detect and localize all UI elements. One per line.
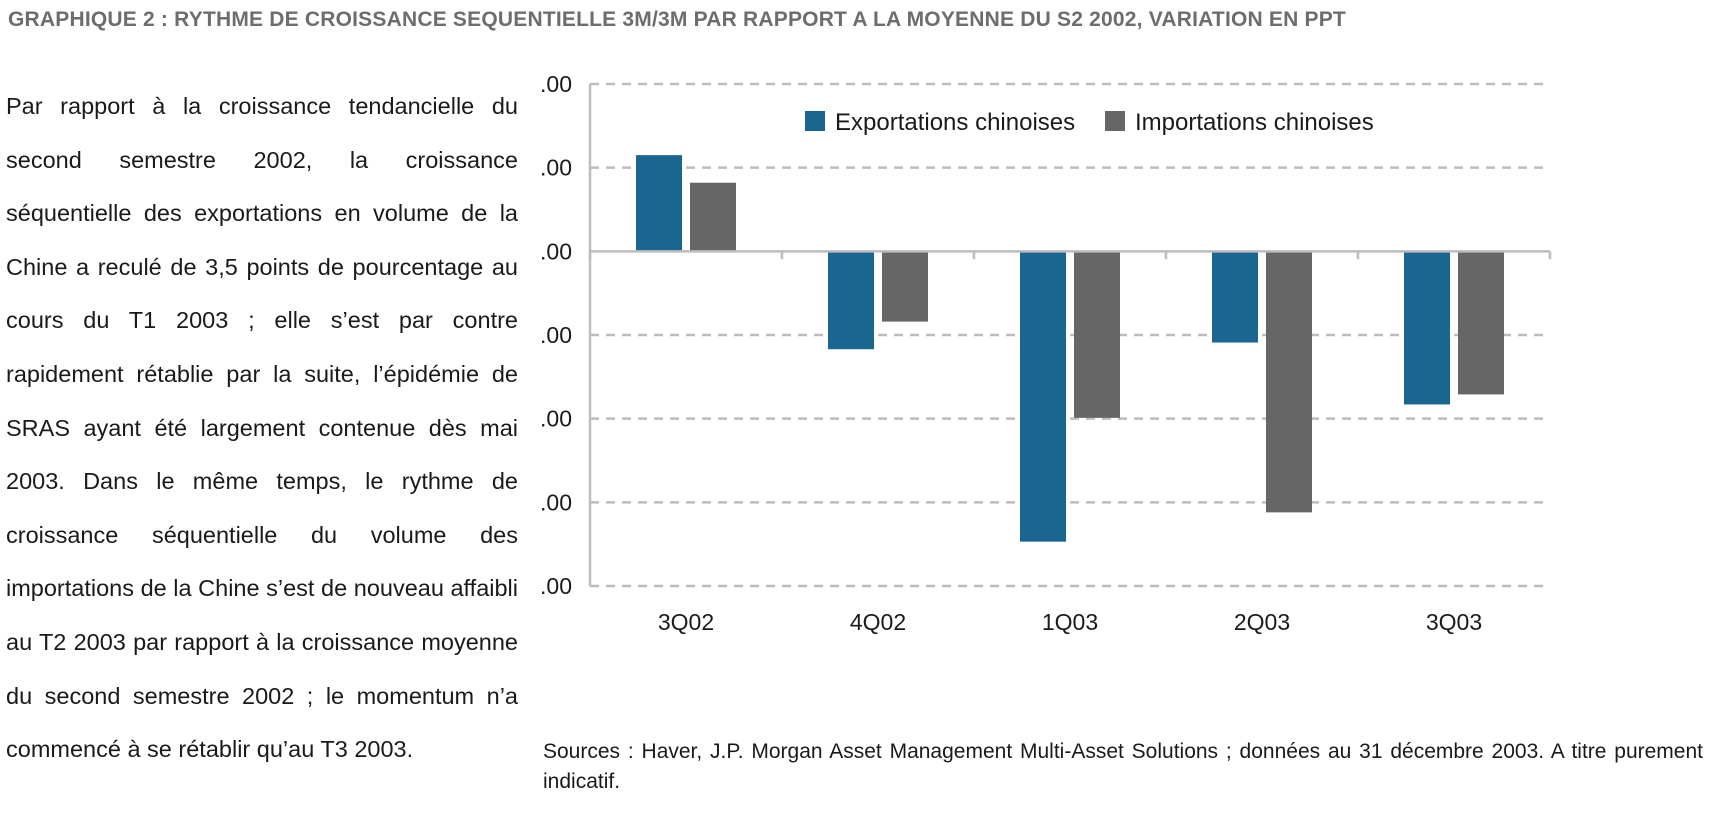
x-tick-label: 3Q03: [1426, 609, 1482, 635]
x-tick-label: 2Q03: [1234, 609, 1290, 635]
bar-chart: 2.00 1.00 0.00 -1.00 -2.00 -3.00 -4.00 3Q02 4Q02…: [540, 71, 1552, 635]
bar-imports-3q02: [690, 182, 736, 252]
legend-swatch: [1105, 111, 1125, 131]
y-tick-label: -1.00: [540, 322, 572, 348]
bar-imports-4q02: [882, 251, 928, 322]
legend-swatch: [805, 111, 825, 131]
y-tick-label: 0.00: [540, 238, 572, 264]
y-tick-label: -2.00: [540, 406, 572, 432]
y-tick-label: 2.00: [540, 71, 572, 97]
x-tick-label: 3Q02: [658, 609, 714, 635]
legend-label: Exportations chinoises: [835, 109, 1075, 136]
bar-exports-3q02: [636, 155, 682, 252]
bar-exports-4q02: [828, 251, 874, 350]
bar-exports-1q03: [1020, 251, 1066, 542]
y-tick-label: -4.00: [540, 573, 572, 599]
bar-imports-2q03: [1266, 251, 1312, 513]
y-tick-label: -3.00: [540, 489, 572, 515]
body-paragraph: Par rapport à la croissance tendancielle…: [6, 93, 518, 763]
legend-label: Importations chinoises: [1135, 109, 1374, 136]
figure-title: GRAPHIQUE 2 : RYTHME DE CROISSANCE SEQUE…: [8, 8, 1346, 31]
bar-imports-1q03: [1074, 251, 1120, 418]
bar-exports-3q03: [1404, 251, 1450, 405]
source-note: Sources : Haver, J.P. Morgan Asset Manag…: [543, 740, 1703, 793]
y-tick-label: 1.00: [540, 155, 572, 181]
bar-exports-2q03: [1212, 251, 1258, 343]
chart-container: 2.00 1.00 0.00 -1.00 -2.00 -3.00 -4.00 3Q02 4Q02…: [540, 70, 1709, 670]
x-tick-label: 1Q03: [1042, 609, 1098, 635]
x-tick-label: 4Q02: [850, 609, 906, 635]
bar-imports-3q03: [1458, 251, 1504, 395]
